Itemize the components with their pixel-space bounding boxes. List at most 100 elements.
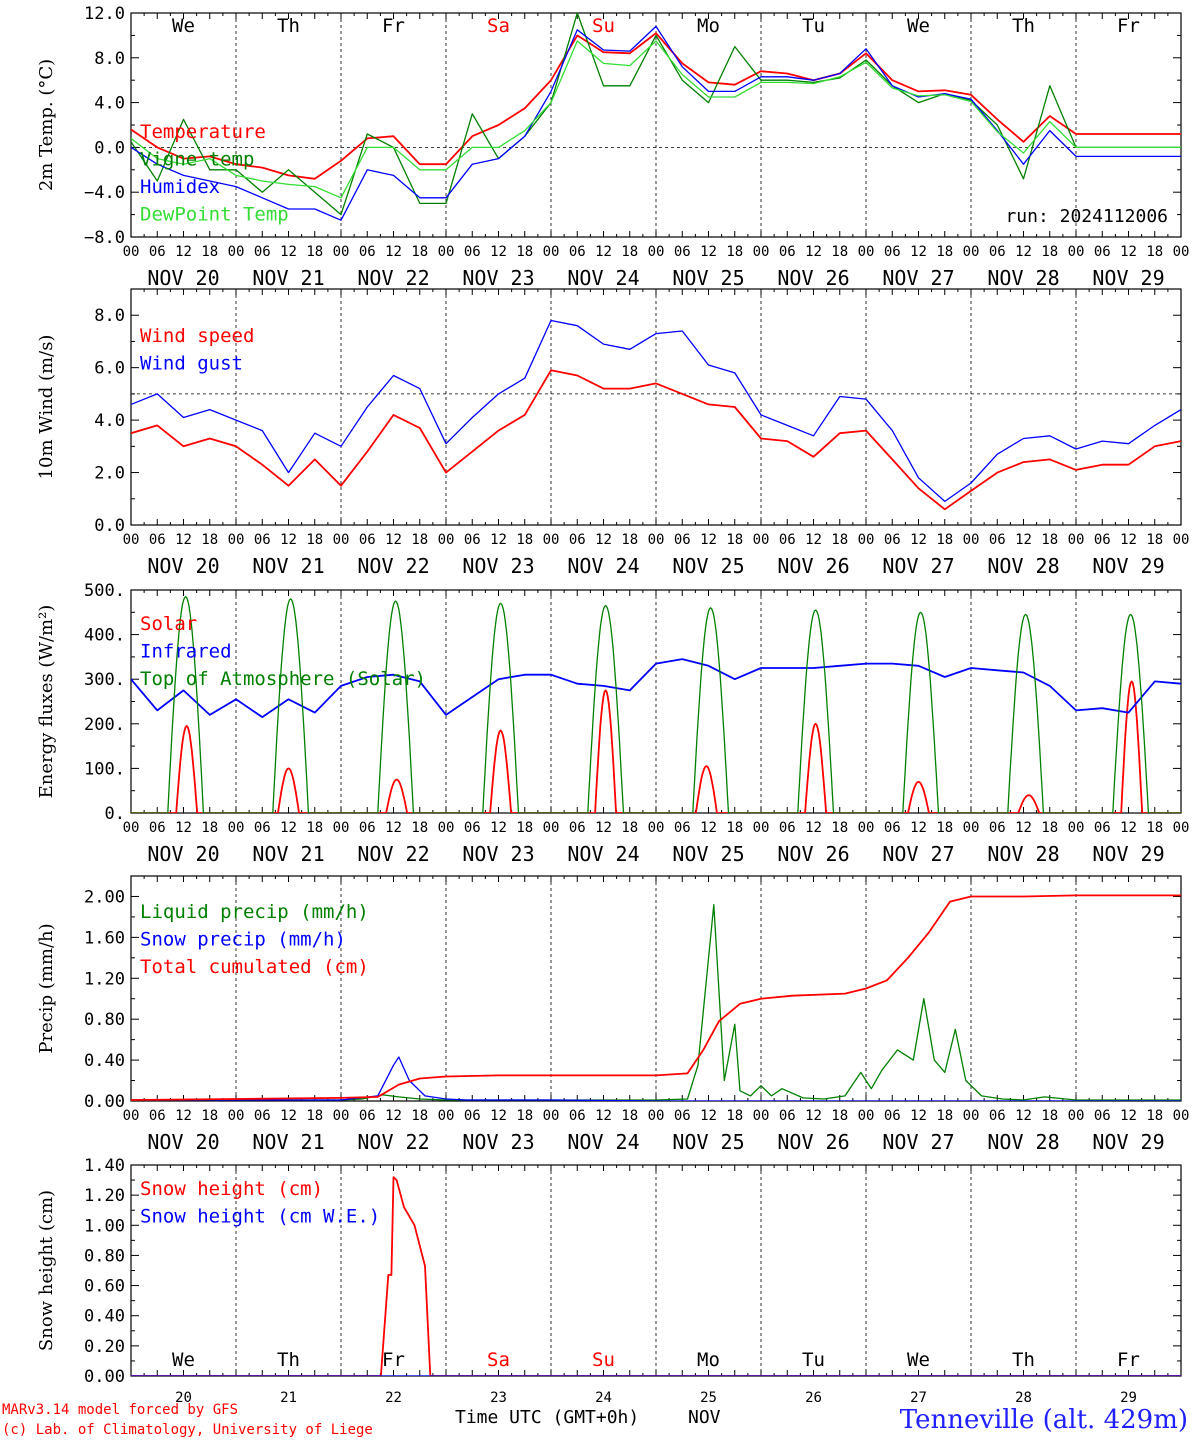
day-number-label: 28 [1015, 1390, 1032, 1406]
hour-tick-label: 06 [359, 820, 376, 836]
hour-tick-label: 00 [333, 1108, 350, 1124]
y-tick-label: 2.0 [94, 464, 125, 484]
hour-tick-label: 12 [805, 244, 822, 260]
day-number-label: 29 [1120, 1390, 1137, 1406]
day-number-label: 23 [490, 1390, 507, 1406]
hour-tick-label: 00 [438, 532, 455, 548]
weekday-label: We [907, 15, 930, 37]
hour-tick-label: 18 [936, 244, 953, 260]
hour-tick-label: 18 [516, 820, 533, 836]
date-label: NOV 26 [777, 1130, 849, 1154]
hour-tick-label: 12 [910, 244, 927, 260]
hour-tick-label: 12 [280, 1108, 297, 1124]
date-labels: NOV 20 NOV 21 NOV 22 NOV 23 NOV 24 NOV 25 NOV … [147, 554, 1164, 578]
weekday-label: Mo [697, 1349, 720, 1371]
weekday-label: Sa [487, 1349, 510, 1371]
hour-tick-label: 06 [884, 532, 901, 548]
hour-tick-label: 12 [385, 1108, 402, 1124]
hour-tick-label: 00 [123, 532, 140, 548]
date-label: NOV 25 [672, 554, 744, 578]
date-label: NOV 25 [672, 842, 744, 866]
hour-tick-label: 00 [123, 244, 140, 260]
date-labels: NOV 20 NOV 21 NOV 22 NOV 23 NOV 24 NOV 25 NOV … [147, 266, 1164, 290]
y-axis-title: Precip (mm/h) [36, 923, 57, 1053]
hour-tick-labels: 00 06 12 18 00 06 12 18 00 06 12 18 00 06 12 18 00 06 12 18… [123, 244, 1190, 260]
y-tick-label: −4.0 [84, 183, 125, 203]
y-tick-label: 8.0 [94, 49, 125, 69]
y-axis-title: Energy fluxes (W/m²) [36, 605, 57, 799]
hour-tick-label: 18 [831, 1108, 848, 1124]
hour-tick-label: 18 [726, 1108, 743, 1124]
date-label: NOV 21 [252, 554, 324, 578]
weekday-labels: We Th Fr Sa Su Mo Tu We Th Fr [172, 1349, 1140, 1371]
date-label: NOV 29 [1092, 266, 1164, 290]
hour-tick-labels: 00 06 12 18 00 06 12 18 00 06 12 18 00 06 12 18 00 06 12 18… [123, 820, 1190, 836]
hour-tick-label: 06 [254, 820, 271, 836]
hour-tick-label: 00 [1173, 532, 1190, 548]
hour-tick-label: 18 [306, 244, 323, 260]
hour-tick-label: 18 [936, 820, 953, 836]
hour-tick-label: 18 [1041, 244, 1058, 260]
hour-tick-label: 06 [464, 244, 481, 260]
date-label: NOV 24 [567, 554, 639, 578]
footer: MARv3.14 model forced by GFS (c) Lab. of … [2, 1402, 1188, 1438]
y-tick-label: 100. [84, 759, 125, 779]
y-tick-label: 0.20 [84, 1337, 125, 1357]
hour-tick-label: 12 [805, 820, 822, 836]
lab-credit: (c) Lab. of Climatology, University of L… [2, 1422, 373, 1438]
y-tick-label: 0. [105, 804, 125, 824]
hour-tick-label: 06 [674, 1108, 691, 1124]
hour-tick-label: 12 [175, 1108, 192, 1124]
hour-tick-label: 06 [569, 244, 586, 260]
date-label: NOV 25 [672, 1130, 744, 1154]
hour-tick-label: 12 [490, 820, 507, 836]
hour-tick-label: 12 [280, 244, 297, 260]
hour-tick-label: 12 [1120, 1108, 1137, 1124]
hour-tick-label: 12 [595, 244, 612, 260]
y-tick-label: 0.40 [84, 1307, 125, 1327]
run-annotation: run: 2024112006 [1005, 206, 1168, 227]
hour-tick-label: 06 [149, 244, 166, 260]
hour-tick-label: 12 [805, 1108, 822, 1124]
hour-tick-label: 00 [1173, 1108, 1190, 1124]
date-label: NOV 27 [882, 554, 954, 578]
hour-tick-label: 00 [543, 532, 560, 548]
date-label: NOV 20 [147, 1130, 219, 1154]
x-axis-title: Time UTC (GMT+0h) [455, 1407, 639, 1428]
date-label: NOV 29 [1092, 1130, 1164, 1154]
y-tick-label: −8.0 [84, 228, 125, 248]
hour-tick-label: 00 [753, 532, 770, 548]
series-line-wind-speed [131, 369, 1181, 511]
hour-tick-label: 18 [1041, 1108, 1058, 1124]
hour-tick-label: 06 [254, 532, 271, 548]
day-number-label: 22 [385, 1390, 402, 1406]
date-labels: NOV 20 NOV 21 NOV 22 NOV 23 NOV 24 NOV 25 NOV … [147, 1130, 1164, 1154]
date-label: NOV 20 [147, 266, 219, 290]
hour-tick-label: 18 [1146, 532, 1163, 548]
legend-entry: Liquid precip (mm/h) [140, 901, 369, 923]
y-tick-label: 0.80 [84, 1010, 125, 1030]
hour-tick-label: 18 [1146, 1108, 1163, 1124]
hour-tick-label: 18 [411, 244, 428, 260]
series-line-humidex [131, 25, 1181, 221]
hour-tick-label: 12 [595, 820, 612, 836]
hour-tick-label: 18 [621, 820, 638, 836]
hour-tick-label: 06 [989, 1108, 1006, 1124]
hour-tick-label: 18 [201, 820, 218, 836]
hour-tick-label: 00 [648, 820, 665, 836]
day-number-labels: 20 21 22 23 24 25 26 27 28 29 [175, 1390, 1137, 1406]
hour-tick-label: 12 [175, 532, 192, 548]
hour-tick-label: 06 [779, 1108, 796, 1124]
hour-tick-label: 18 [516, 532, 533, 548]
y-tick-label: 4.0 [94, 94, 125, 114]
hour-tick-label: 06 [989, 244, 1006, 260]
x-axis-month: NOV [688, 1407, 721, 1428]
hour-tick-label: 12 [700, 532, 717, 548]
date-label: NOV 27 [882, 266, 954, 290]
date-label: NOV 26 [777, 266, 849, 290]
weekday-label: Fr [1117, 15, 1140, 37]
hour-tick-label: 06 [779, 532, 796, 548]
hour-tick-label: 00 [123, 1108, 140, 1124]
